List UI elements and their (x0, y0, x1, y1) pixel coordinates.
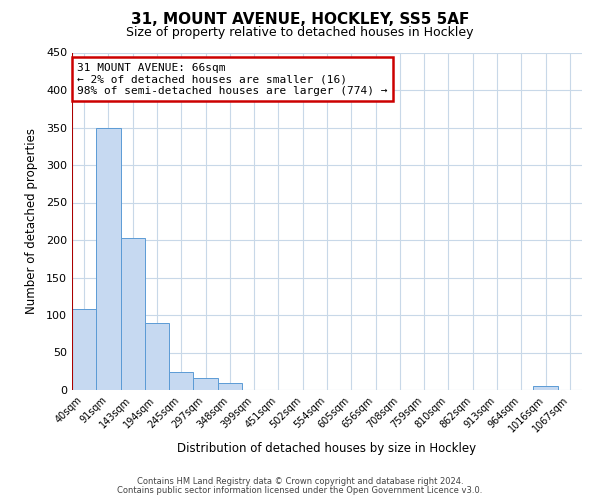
Bar (533, 386, 558, 390)
Bar (72, 309, 96, 390)
Bar (218, 383, 242, 390)
Bar (96, 128, 121, 390)
Bar (169, 372, 193, 390)
Y-axis label: Number of detached properties: Number of detached properties (25, 128, 38, 314)
Text: 31, MOUNT AVENUE, HOCKLEY, SS5 5AF: 31, MOUNT AVENUE, HOCKLEY, SS5 5AF (131, 12, 469, 28)
Bar (193, 378, 218, 390)
Text: 31 MOUNT AVENUE: 66sqm
← 2% of detached houses are smaller (16)
98% of semi-deta: 31 MOUNT AVENUE: 66sqm ← 2% of detached … (77, 62, 388, 96)
Bar (121, 238, 145, 390)
Bar (145, 322, 169, 390)
X-axis label: Distribution of detached houses by size in Hockley: Distribution of detached houses by size … (178, 442, 476, 456)
Text: Size of property relative to detached houses in Hockley: Size of property relative to detached ho… (126, 26, 474, 39)
Text: Contains public sector information licensed under the Open Government Licence v3: Contains public sector information licen… (118, 486, 482, 495)
Text: Contains HM Land Registry data © Crown copyright and database right 2024.: Contains HM Land Registry data © Crown c… (137, 478, 463, 486)
